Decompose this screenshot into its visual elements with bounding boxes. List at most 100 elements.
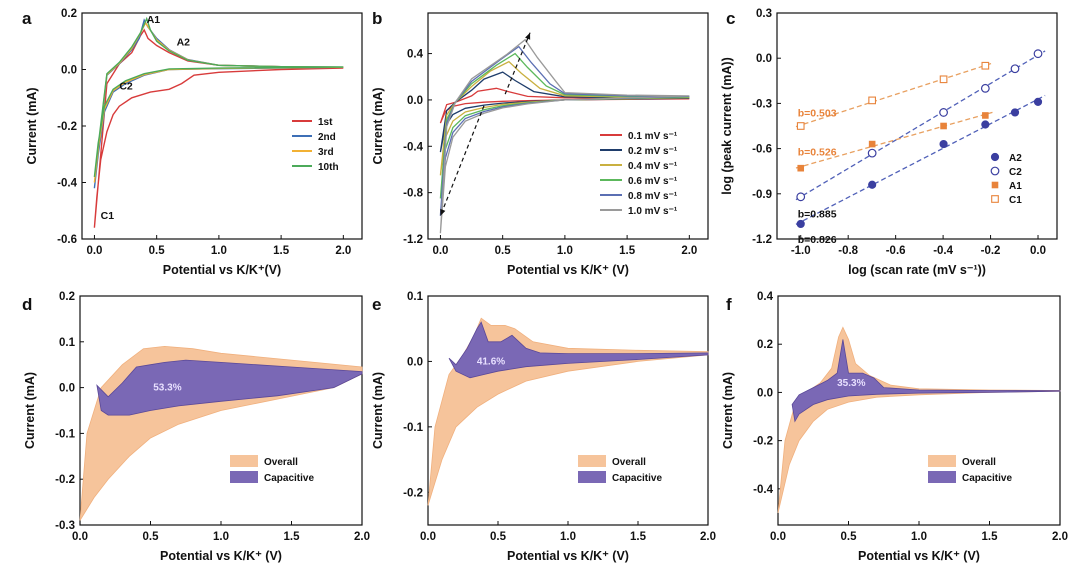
x-tick-label: -1.0 — [791, 245, 811, 257]
x-tick-label: 1.5 — [284, 531, 301, 543]
x-tick-label: 0.5 — [495, 245, 512, 257]
legend-entry: C2 — [1009, 167, 1022, 178]
panel-b: b 0.0 0.5 1.0 1.5 2.0 -1.2 -0.8 -0.4 0.0 0.4 Potent… — [371, 9, 709, 277]
legend-entry: Capacitive — [962, 473, 1012, 484]
data-point-A2 — [1010, 108, 1020, 117]
x-tick-label: 0.5 — [149, 245, 166, 257]
cv-curve — [439, 38, 690, 234]
x-tick-label: 2.0 — [700, 531, 716, 543]
data-point-C2 — [1010, 64, 1020, 74]
capacitive-area — [96, 359, 363, 416]
x-tick-label: 0.0 — [420, 531, 436, 543]
legend-swatch — [578, 471, 606, 483]
panel-label: f — [726, 295, 732, 314]
legend-swatch — [230, 455, 258, 467]
legend-entry: 0.2 mV s⁻¹ — [628, 146, 678, 157]
y-tick-label: -0.3 — [752, 98, 772, 110]
capacitive-percentage: 35.3% — [837, 378, 865, 389]
y-tick-label: -0.1 — [403, 422, 423, 434]
x-tick-label: -0.6 — [886, 245, 906, 257]
legend-entry: A2 — [1009, 153, 1022, 164]
peak-annotation: A2 — [177, 36, 191, 48]
x-tick-label: 1.0 — [213, 531, 229, 543]
capacitive-area — [791, 339, 1061, 423]
data-point-A2 — [796, 219, 805, 229]
slope-annotation: b=0.826 — [798, 234, 837, 246]
legend-swatch — [578, 455, 606, 467]
data-point-A1 — [982, 112, 989, 119]
x-tick-label: 1.0 — [560, 531, 576, 543]
data-point-A2 — [981, 120, 990, 129]
y-tick-label: 0.2 — [757, 339, 773, 351]
peak-annotation: C2 — [119, 80, 133, 92]
x-tick-label: -0.2 — [981, 245, 1001, 257]
y-tick-label: -0.4 — [403, 141, 423, 153]
legend-entry: 1st — [318, 117, 333, 128]
slope-annotation: b=0.885 — [798, 208, 837, 220]
x-tick-label: -0.8 — [838, 245, 858, 257]
legend-swatch — [230, 471, 258, 483]
y-tick-label: 0.0 — [756, 53, 772, 65]
data-point-C2 — [796, 192, 806, 202]
fit-line-A1 — [795, 111, 993, 169]
y-tick-label: 0.0 — [407, 356, 423, 368]
panel-label: b — [372, 9, 382, 28]
legend-marker — [990, 166, 1000, 176]
slope-annotation: b=0.503 — [798, 107, 837, 119]
x-tick-label: 2.0 — [681, 245, 697, 257]
y-axis-label: Current (mA) — [371, 87, 385, 164]
legend-entry: Capacitive — [612, 473, 662, 484]
panel-label: a — [22, 9, 32, 28]
y-axis-label: Current (mA) — [25, 87, 39, 164]
y-tick-label: 0.1 — [59, 337, 76, 349]
legend-marker — [990, 152, 1000, 162]
x-axis-label: Potential vs K/K⁺ (V) — [160, 549, 282, 563]
scan-rate-arrow — [504, 32, 531, 95]
data-point-C2 — [939, 108, 948, 117]
y-tick-label: 0.0 — [757, 387, 773, 399]
cv-curve-2nd — [93, 18, 344, 189]
x-tick-label: 1.5 — [619, 245, 636, 257]
x-axis-label: Potential vs K/K⁺ (V) — [858, 549, 980, 563]
x-tick-label: 2.0 — [354, 531, 370, 543]
x-tick-label: 1.0 — [557, 245, 573, 257]
y-axis-label: Current (mA) — [371, 372, 385, 449]
y-tick-label: -1.2 — [752, 234, 772, 246]
data-point-A2 — [1033, 97, 1043, 106]
legend-entry: 0.6 mV s⁻¹ — [628, 176, 678, 187]
arrow-head — [525, 32, 531, 40]
legend-entry: Capacitive — [264, 473, 314, 484]
y-axis-label: Current (mA) — [721, 372, 735, 449]
panel-label: d — [22, 295, 32, 314]
y-tick-label: -0.4 — [57, 178, 77, 190]
overall-area — [777, 326, 1061, 513]
y-tick-label: -0.9 — [752, 189, 772, 201]
panel-label: c — [726, 9, 735, 28]
y-tick-label: 0.3 — [756, 8, 772, 20]
legend-marker — [991, 195, 999, 203]
y-tick-label: -1.2 — [403, 234, 423, 246]
y-tick-label: 0.4 — [407, 49, 424, 61]
y-tick-label: 0.0 — [61, 65, 77, 77]
panel-c: c -1.0 -0.8 -0.6 -0.4 -0.2 0.0 -1.2 -0.9 -0.6 -0.3… — [720, 8, 1058, 277]
data-point-A2 — [939, 139, 948, 149]
y-tick-label: -0.8 — [403, 188, 423, 200]
capacitive-percentage: 41.6% — [477, 356, 505, 367]
x-tick-label: 0.0 — [770, 531, 786, 543]
panel-f: f 0.0 0.5 1.0 1.5 2.0 -0.4 -0.2 0.0 0.2 0.4 Potenti… — [721, 291, 1068, 563]
x-tick-label: 1.5 — [982, 531, 999, 543]
data-point-C1 — [939, 75, 948, 84]
legend-entry: Overall — [962, 457, 996, 468]
panel-e: e 0.0 0.5 1.0 1.5 2.0 -0.2 -0.1 0.0 0.1 Potential … — [371, 291, 716, 563]
legend-entry: 2nd — [318, 132, 336, 143]
x-tick-label: 2.0 — [1052, 531, 1068, 543]
x-tick-label: 1.5 — [273, 245, 290, 257]
data-point-A1 — [868, 140, 876, 148]
y-tick-label: 0.2 — [59, 291, 75, 303]
y-tick-label: -0.3 — [55, 520, 75, 532]
y-tick-label: -0.2 — [57, 121, 77, 133]
legend-entry: 10th — [318, 162, 339, 173]
x-axis-label: log (scan rate (mV s⁻¹)) — [848, 263, 986, 277]
fit-line-A2 — [795, 94, 1046, 225]
